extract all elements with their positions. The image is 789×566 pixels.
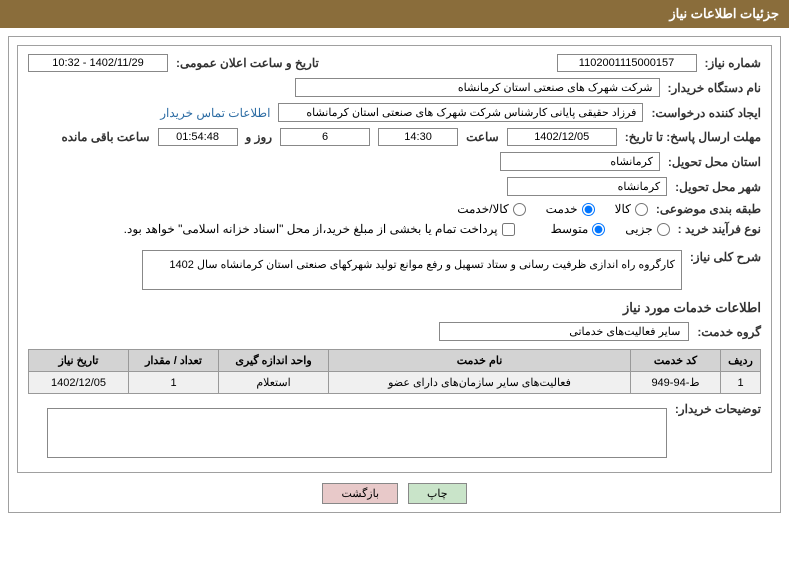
- payment-note-label: پرداخت تمام یا بخشی از مبلغ خرید،از محل …: [124, 222, 498, 236]
- buyer-org-value: شرکت شهرک های صنعتی استان کرمانشاه: [295, 78, 660, 97]
- row-requester: ایجاد کننده درخواست: فرزاد حقیقی پایانی …: [28, 103, 761, 122]
- table-header: ردیف کد خدمت نام خدمت واحد اندازه گیری ت…: [29, 350, 761, 372]
- days-label: روز و: [246, 130, 273, 144]
- time-remaining-value: 01:54:48: [158, 128, 238, 146]
- requester-label: ایجاد کننده درخواست:: [651, 106, 761, 120]
- th-service-name: نام خدمت: [329, 350, 631, 372]
- buyer-contact-link[interactable]: اطلاعات تماس خریدار: [160, 106, 270, 120]
- back-button[interactable]: بازگشت: [322, 483, 398, 504]
- service-group-label: گروه خدمت:: [697, 325, 761, 339]
- row-buyer-comments: توضیحات خریدار:: [28, 402, 761, 458]
- delivery-province-label: استان محل تحویل:: [668, 155, 761, 169]
- row-purchase-type: نوع فرآیند خرید : جزیی متوسط پرداخت تمام…: [28, 222, 761, 236]
- th-qty: تعداد / مقدار: [129, 350, 219, 372]
- days-remaining-value: 6: [280, 128, 370, 146]
- purchase-small-item[interactable]: جزیی: [625, 222, 669, 236]
- deadline-time-value: 14:30: [378, 128, 458, 146]
- announce-date-value: 1402/11/29 - 10:32: [28, 54, 168, 72]
- row-buyer-org: نام دستگاه خریدار: شرکت شهرک های صنعتی ا…: [28, 78, 761, 97]
- purchase-small-radio[interactable]: [657, 223, 670, 236]
- page-title: جزئیات اطلاعات نیاز: [669, 6, 779, 21]
- row-service-group: گروه خدمت: سایر فعالیت‌های خدماتی: [28, 322, 761, 341]
- category-radio-group: کالا خدمت کالا/خدمت: [457, 202, 648, 216]
- th-unit: واحد اندازه گیری: [219, 350, 329, 372]
- td-need-date: 1402/12/05: [29, 372, 129, 394]
- td-qty: 1: [129, 372, 219, 394]
- need-desc-value: کارگروه راه اندازی ظرفیت رسانی و ستاد تس…: [142, 250, 682, 290]
- purchase-type-label: نوع فرآیند خرید :: [678, 222, 761, 236]
- category-label: طبقه بندی موضوعی:: [656, 202, 761, 216]
- category-service-radio[interactable]: [582, 203, 595, 216]
- category-goods-service-label: کالا/خدمت: [457, 202, 508, 216]
- purchase-medium-radio[interactable]: [592, 223, 605, 236]
- row-category: طبقه بندی موضوعی: کالا خدمت کالا/خدمت: [28, 202, 761, 216]
- services-table: ردیف کد خدمت نام خدمت واحد اندازه گیری ت…: [28, 349, 761, 394]
- time-remaining-label: ساعت باقی مانده: [61, 130, 149, 144]
- purchase-medium-item[interactable]: متوسط: [551, 222, 606, 236]
- table-body: 1 ط-94-949 فعالیت‌های سایر سازمان‌های دا…: [29, 372, 761, 394]
- details-box: شماره نیاز: 1102001115000157 تاریخ و ساع…: [17, 45, 772, 473]
- td-service-code: ط-94-949: [631, 372, 721, 394]
- category-goods-item[interactable]: کالا: [615, 202, 648, 216]
- td-service-name: فعالیت‌های سایر سازمان‌های دارای عضو: [329, 372, 631, 394]
- td-row: 1: [721, 372, 761, 394]
- purchase-type-radio-group: جزیی متوسط: [551, 222, 670, 236]
- announce-date-label: تاریخ و ساعت اعلان عمومی:: [176, 56, 319, 70]
- need-number-label: شماره نیاز:: [705, 56, 761, 70]
- category-service-label: خدمت: [546, 202, 578, 216]
- delivery-city-value: کرمانشاه: [507, 177, 667, 196]
- main-container: شماره نیاز: 1102001115000157 تاریخ و ساع…: [8, 36, 781, 513]
- buyer-org-label: نام دستگاه خریدار:: [668, 81, 762, 95]
- category-service-item[interactable]: خدمت: [546, 202, 595, 216]
- page-header: جزئیات اطلاعات نیاز: [0, 0, 789, 28]
- delivery-province-value: کرمانشاه: [500, 152, 660, 171]
- table-row: 1 ط-94-949 فعالیت‌های سایر سازمان‌های دا…: [29, 372, 761, 394]
- services-info-title: اطلاعات خدمات مورد نیاز: [28, 300, 761, 316]
- purchase-medium-label: متوسط: [551, 222, 589, 236]
- print-button[interactable]: چاپ: [408, 483, 467, 504]
- row-delivery-city: شهر محل تحویل: کرمانشاه: [28, 177, 761, 196]
- row-delivery-province: استان محل تحویل: کرمانشاه: [28, 152, 761, 171]
- buyer-comments-label: توضیحات خریدار:: [675, 402, 761, 416]
- buyer-comments-box: [47, 408, 667, 458]
- need-number-value: 1102001115000157: [557, 54, 697, 72]
- row-need-number: شماره نیاز: 1102001115000157 تاریخ و ساع…: [28, 54, 761, 72]
- category-goods-service-radio[interactable]: [513, 203, 526, 216]
- row-deadline: مهلت ارسال پاسخ: تا تاریخ: 1402/12/05 سا…: [28, 128, 761, 146]
- th-need-date: تاریخ نیاز: [29, 350, 129, 372]
- time-label: ساعت: [466, 130, 499, 144]
- button-row: چاپ بازگشت: [17, 483, 772, 504]
- delivery-city-label: شهر محل تحویل:: [675, 180, 761, 194]
- need-desc-label: شرح کلی نیاز:: [690, 250, 761, 264]
- th-service-code: کد خدمت: [631, 350, 721, 372]
- requester-value: فرزاد حقیقی پایانی کارشناس شرکت شهرک های…: [278, 103, 643, 122]
- payment-note-item[interactable]: پرداخت تمام یا بخشی از مبلغ خرید،از محل …: [124, 222, 515, 236]
- deadline-date-value: 1402/12/05: [507, 128, 617, 146]
- purchase-small-label: جزیی: [625, 222, 652, 236]
- category-goods-radio[interactable]: [635, 203, 648, 216]
- td-unit: استعلام: [219, 372, 329, 394]
- service-group-value: سایر فعالیت‌های خدماتی: [439, 322, 689, 341]
- deadline-label: مهلت ارسال پاسخ: تا تاریخ:: [625, 130, 761, 144]
- category-goods-service-item[interactable]: کالا/خدمت: [457, 202, 525, 216]
- category-goods-label: کالا: [615, 202, 631, 216]
- payment-note-checkbox[interactable]: [502, 223, 515, 236]
- row-need-desc: شرح کلی نیاز: کارگروه راه اندازی ظرفیت ر…: [28, 250, 761, 290]
- th-row: ردیف: [721, 350, 761, 372]
